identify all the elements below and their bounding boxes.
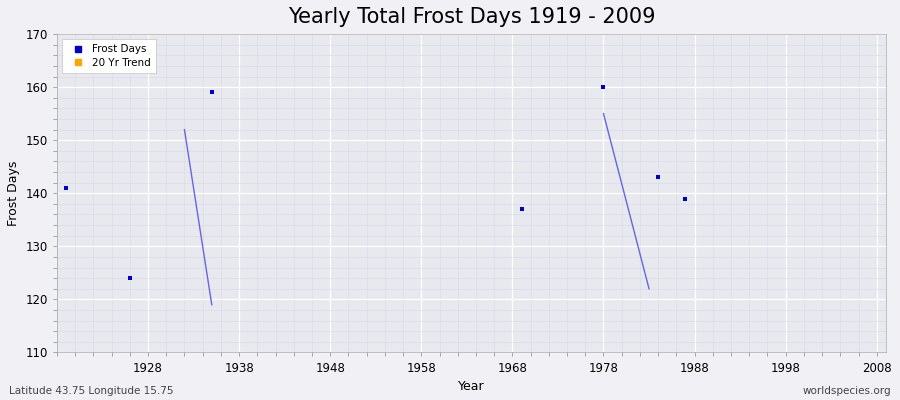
Point bbox=[597, 84, 611, 90]
Point bbox=[679, 195, 693, 202]
X-axis label: Year: Year bbox=[458, 380, 485, 393]
Legend: Frost Days, 20 Yr Trend: Frost Days, 20 Yr Trend bbox=[62, 39, 157, 73]
Point bbox=[514, 206, 528, 212]
Title: Yearly Total Frost Days 1919 - 2009: Yearly Total Frost Days 1919 - 2009 bbox=[288, 7, 655, 27]
Point bbox=[122, 275, 137, 281]
Point bbox=[58, 185, 73, 191]
Text: Latitude 43.75 Longitude 15.75: Latitude 43.75 Longitude 15.75 bbox=[9, 386, 174, 396]
Text: worldspecies.org: worldspecies.org bbox=[803, 386, 891, 396]
Point bbox=[651, 174, 665, 180]
Point bbox=[204, 89, 219, 96]
Y-axis label: Frost Days: Frost Days bbox=[7, 160, 20, 226]
